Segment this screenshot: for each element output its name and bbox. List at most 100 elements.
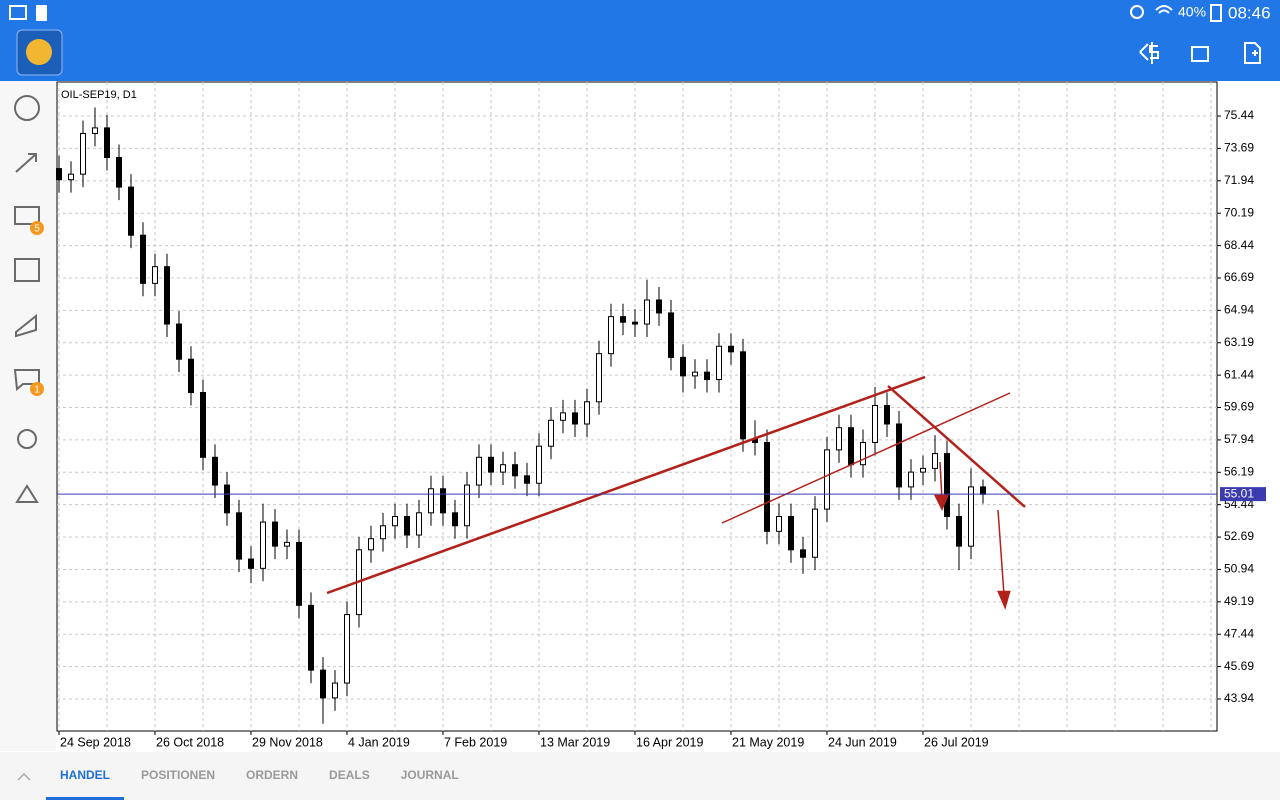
candle-body [464,484,470,527]
arrow [997,509,1005,596]
mail-icon[interactable] [14,206,40,225]
candle-body [284,541,290,547]
tab[interactable]: DEALS [329,768,370,782]
candle-body [644,299,650,325]
candle-body [824,449,830,510]
candle-body [548,419,554,447]
candle-body [740,351,746,440]
status-icons [9,4,1222,22]
y-tick-label: 52.69 [1224,529,1254,543]
x-tick-label: 26 Jul 2019 [924,735,989,749]
y-tick-label: 64.94 [1224,303,1254,317]
candle-body [56,168,62,181]
candle-body [980,486,986,495]
y-tick-label: 71.94 [1224,173,1254,187]
candle-body [212,456,218,486]
candle-body [680,356,686,377]
candle-body [656,299,662,314]
candle-body [632,321,638,325]
candle-body [404,516,410,536]
candle-body [560,412,566,421]
candle-body [512,464,518,477]
candle-body [620,316,626,323]
tools-icon[interactable] [15,313,37,338]
candle-body [776,516,782,532]
candle-body [452,512,458,527]
y-tick-label: 70.19 [1224,205,1254,219]
candle-body [836,427,842,451]
candle-body [272,521,278,547]
mail-badge-count: 5 [34,224,40,235]
trend-line [887,385,1026,508]
candle-body [536,445,542,484]
tab[interactable]: JOURNAL [401,768,459,782]
y-tick-label: 45.69 [1224,659,1254,673]
toolbar-icons [1139,42,1261,64]
news-icon[interactable] [14,258,40,282]
candle-body [848,427,854,466]
tab[interactable]: ORDERN [246,768,298,782]
candle-body [944,453,950,518]
trend-line [326,375,926,595]
tab-bar [0,752,1280,800]
candle-body [572,412,578,425]
symbol-button[interactable] [1139,42,1159,64]
y-tick-label: 43.94 [1224,691,1254,705]
candle-body [908,471,914,488]
candle-body [884,404,890,425]
candle-body [920,467,926,473]
arrow-head [997,590,1011,610]
trend-line [721,392,1011,524]
mail-badge [30,221,44,235]
x-tick-label: 24 Sep 2018 [60,735,131,749]
x-tick-label: 7 Feb 2019 [444,735,507,749]
candle-body [524,475,530,484]
chat-badge-count: 1 [34,385,40,396]
candle-body [800,549,806,558]
candle-body [932,453,938,469]
candle-body [788,516,794,551]
candle-body [476,456,482,486]
candle-body [704,371,710,381]
last-price-label: 55.01 [1224,486,1254,500]
candle-body [344,614,350,684]
y-tick-label: 73.69 [1224,141,1254,155]
candle-body [68,173,74,181]
candle-body [764,441,770,532]
last-price-box [1220,487,1266,502]
x-tick-label: 29 Nov 2018 [252,735,323,749]
candle-body [308,604,314,671]
candle-body [176,323,182,360]
chat-icon[interactable] [13,369,40,391]
y-tick-label: 59.69 [1224,400,1254,414]
candle-body [584,401,590,425]
community-icon[interactable] [15,484,39,503]
candle-body [92,127,98,134]
settings-icon[interactable] [17,429,37,449]
accounts-icon[interactable] [14,95,40,121]
trade-icon[interactable] [15,153,37,173]
candle-body [116,157,122,188]
candle-body [668,312,674,358]
tab[interactable]: HANDEL [60,768,110,782]
candles [56,107,986,724]
y-tick-label: 63.19 [1224,335,1254,349]
candle-body [188,358,194,394]
new-order-button[interactable] [1244,42,1261,64]
candle-body [248,558,254,569]
x-tick-label: 4 Jan 2019 [348,735,410,749]
candle-body [488,456,494,473]
x-tick-label: 21 May 2019 [732,735,804,749]
window-button[interactable] [1191,46,1209,62]
candle-body [380,525,386,540]
tab[interactable]: POSITIONEN [141,768,215,782]
y-tick-label: 49.19 [1224,594,1254,608]
candle-body [368,538,374,551]
candle-body [812,508,818,558]
expand-button[interactable] [17,772,31,781]
y-tick-label: 61.44 [1224,367,1254,381]
arrow-head [933,494,949,512]
y-tick-label: 75.44 [1224,108,1254,122]
sidebar-icons [13,95,40,503]
plot-area [56,81,1218,732]
